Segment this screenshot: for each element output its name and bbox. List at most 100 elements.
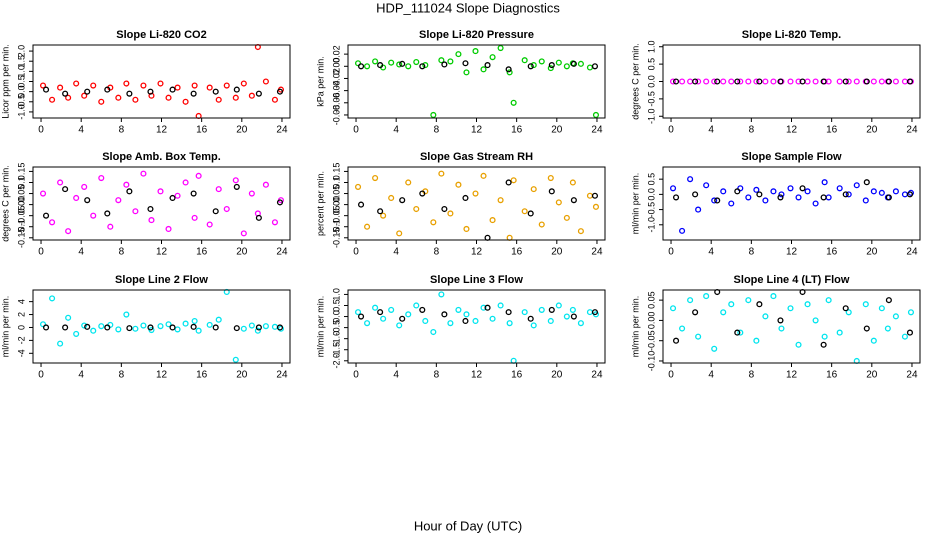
y-axis-label: percent per min.: [315, 171, 325, 236]
y-tick-label: -0.5: [331, 320, 341, 336]
point: [233, 86, 240, 93]
point: [679, 325, 686, 332]
point: [276, 324, 284, 331]
point: [43, 324, 50, 331]
point: [703, 78, 710, 85]
x-tick-label: 16: [196, 125, 208, 136]
point: [104, 210, 111, 217]
point: [885, 297, 892, 304]
point: [39, 321, 47, 328]
y-tick-label: 0.1: [331, 176, 341, 189]
point: [687, 297, 694, 304]
point: [825, 194, 832, 201]
point: [81, 183, 88, 190]
point: [812, 317, 819, 324]
y-tick-label: 0.00: [331, 196, 341, 214]
point: [695, 78, 702, 85]
x-tick-label: 12: [471, 125, 483, 136]
point: [123, 80, 130, 87]
point: [372, 58, 379, 65]
y-tick-label: -0.04: [331, 80, 341, 101]
point: [547, 317, 554, 325]
point: [555, 302, 562, 309]
point: [845, 191, 852, 198]
point: [548, 306, 555, 313]
x-tick-label: 16: [826, 247, 838, 258]
point: [563, 214, 570, 221]
point: [255, 324, 262, 331]
x-tick-label: 4: [708, 370, 714, 381]
point: [104, 324, 111, 331]
y-tick-label: -0.5: [646, 202, 656, 218]
x-tick-label: 4: [393, 125, 399, 136]
point: [254, 327, 261, 334]
point: [62, 186, 69, 193]
point: [240, 325, 247, 332]
point: [870, 78, 877, 85]
point: [388, 59, 395, 66]
x-tick-label: 24: [591, 125, 603, 136]
point: [380, 212, 387, 219]
point: [907, 309, 915, 316]
plot-frame: [347, 166, 606, 241]
point: [901, 191, 908, 198]
point: [510, 99, 517, 106]
point: [885, 78, 892, 85]
point: [147, 205, 154, 213]
point: [215, 96, 222, 103]
point: [538, 58, 545, 65]
y-tick-label: 0.1: [16, 176, 26, 189]
point: [555, 199, 562, 206]
x-tick-label: 0: [668, 370, 674, 381]
point: [98, 175, 105, 182]
x-tick-label: 4: [393, 370, 399, 381]
x-tick-label: 4: [708, 247, 714, 258]
point: [380, 315, 387, 322]
point: [419, 306, 426, 313]
point: [388, 306, 395, 313]
panel-title: Slope Line 3 Flow: [430, 274, 523, 286]
point: [692, 309, 699, 316]
point: [81, 322, 88, 329]
point: [669, 185, 677, 192]
y-tick-label: 1.0: [331, 288, 341, 301]
point: [132, 208, 139, 215]
x-tick-label: 8: [434, 247, 440, 258]
plot-frame: [32, 289, 291, 364]
point: [98, 98, 105, 105]
point: [147, 88, 154, 95]
point: [592, 111, 600, 119]
y-tick-label: 0.5: [646, 58, 656, 71]
plot-frame: [662, 289, 921, 364]
y-tick-label: -2.0: [331, 353, 341, 369]
x-tick-label: 4: [78, 370, 84, 381]
point: [195, 327, 202, 334]
point: [586, 192, 593, 199]
point: [98, 323, 105, 330]
x-tick-label: 0: [668, 247, 674, 258]
x-tick-label: 12: [786, 125, 798, 136]
point: [591, 63, 599, 70]
plot-frame: [32, 166, 291, 241]
x-tick-label: 16: [826, 125, 838, 136]
y-tick-label: 0.0: [646, 75, 656, 88]
point: [853, 78, 860, 85]
x-tick-label: 8: [749, 247, 755, 258]
point: [262, 181, 269, 188]
point: [169, 194, 176, 202]
y-tick-label: 0.0: [646, 188, 656, 201]
y-tick-label: -0.05: [646, 330, 656, 351]
x-tick-label: 0: [38, 370, 44, 381]
point: [497, 302, 504, 309]
point: [745, 297, 752, 304]
point: [695, 206, 702, 213]
point: [255, 214, 262, 221]
point: [521, 57, 528, 64]
point: [762, 197, 769, 204]
x-tick-label: 24: [276, 125, 288, 136]
x-tick-label: 20: [866, 125, 878, 136]
point: [248, 322, 255, 329]
point: [878, 78, 885, 85]
point: [132, 96, 139, 103]
